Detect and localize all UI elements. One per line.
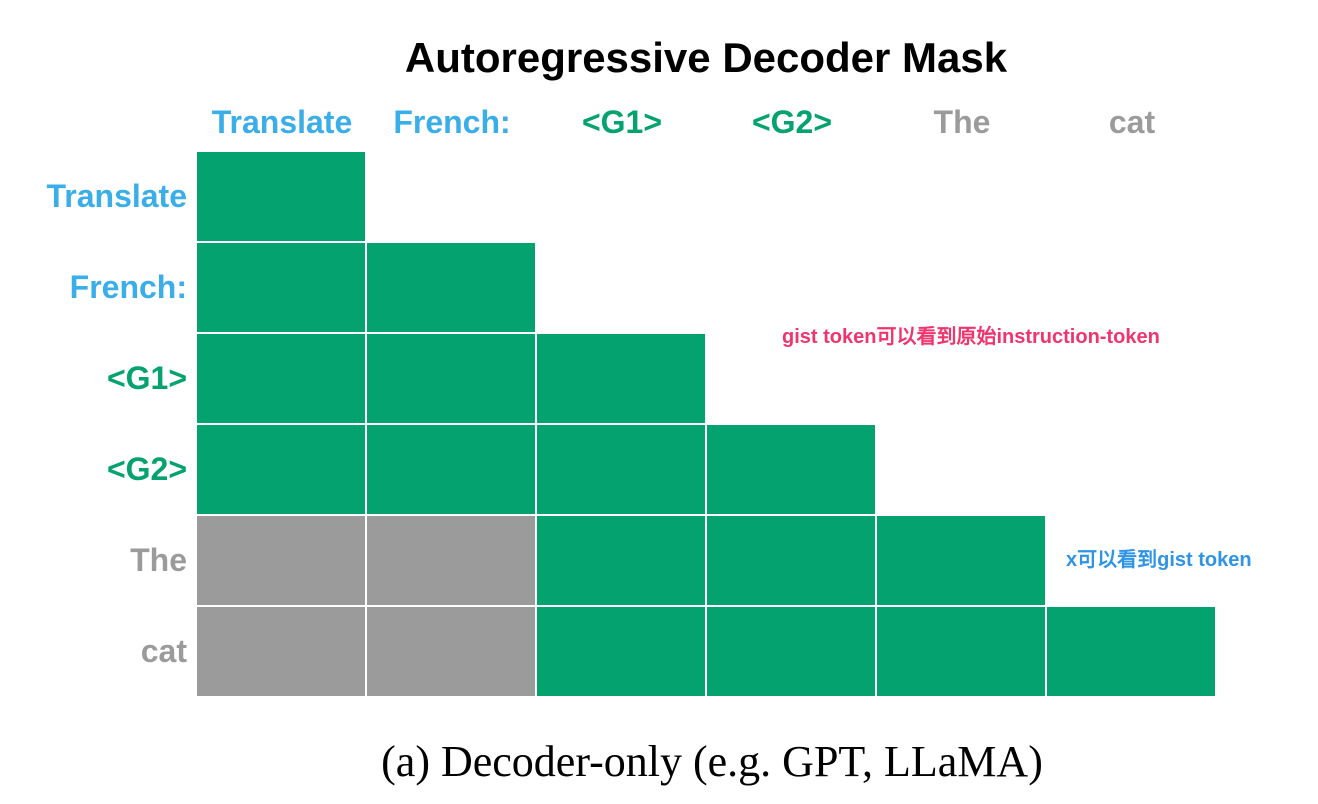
mask-cell-r3-c3-attend bbox=[537, 334, 707, 425]
row-label-4: <G2> bbox=[106, 450, 187, 487]
column-label-3: <G1> bbox=[581, 104, 663, 140]
mask-cell-r4-c4-attend bbox=[707, 425, 877, 516]
column-label-4: <G2> bbox=[751, 104, 833, 140]
column-label-2: French: bbox=[393, 104, 511, 140]
mask-cell-r3-c2-attend bbox=[367, 334, 537, 425]
mask-cell-r6-c3-attend bbox=[537, 607, 707, 698]
mask-cell-r6-c1-masked bbox=[197, 607, 367, 698]
mask-cell-r5-c3-attend bbox=[537, 516, 707, 607]
mask-cell-r3-c1-attend bbox=[197, 334, 367, 425]
mask-cell-r5-c2-masked bbox=[367, 516, 537, 607]
column-label-5: The bbox=[933, 104, 991, 140]
figure-title: Autoregressive Decoder Mask bbox=[404, 34, 1008, 81]
column-label-6: cat bbox=[1108, 104, 1156, 140]
column-label-1: Translate bbox=[211, 104, 353, 140]
row-label-1: Translate bbox=[46, 177, 187, 214]
mask-cell-r5-c1-masked bbox=[197, 516, 367, 607]
mask-cell-r4-c2-attend bbox=[367, 425, 537, 516]
mask-cell-r1-c1-attend bbox=[197, 152, 367, 243]
mask-cell-r2-c1-attend bbox=[197, 243, 367, 334]
mask-cell-r6-c4-attend bbox=[707, 607, 877, 698]
row-label-2: French: bbox=[69, 268, 187, 305]
mask-cell-r4-c3-attend bbox=[537, 425, 707, 516]
row-label-3: <G1> bbox=[106, 359, 187, 396]
row-label-6: cat bbox=[140, 632, 187, 669]
x-annotation: x可以看到gist token bbox=[1066, 549, 1252, 571]
mask-cell-r6-c6-attend bbox=[1047, 607, 1217, 698]
mask-cell-r2-c2-attend bbox=[367, 243, 537, 334]
mask-cell-r5-c4-attend bbox=[707, 516, 877, 607]
mask-cell-r5-c5-attend bbox=[877, 516, 1047, 607]
gist-annotation: gist token可以看到原始instruction-token bbox=[782, 326, 1160, 348]
mask-cell-r6-c5-attend bbox=[877, 607, 1047, 698]
mask-cell-r6-c2-masked bbox=[367, 607, 537, 698]
row-label-5: The bbox=[130, 541, 187, 578]
figure-caption: (a) Decoder-only (e.g. GPT, LLaMA) bbox=[381, 737, 1043, 786]
mask-cell-r4-c1-attend bbox=[197, 425, 367, 516]
